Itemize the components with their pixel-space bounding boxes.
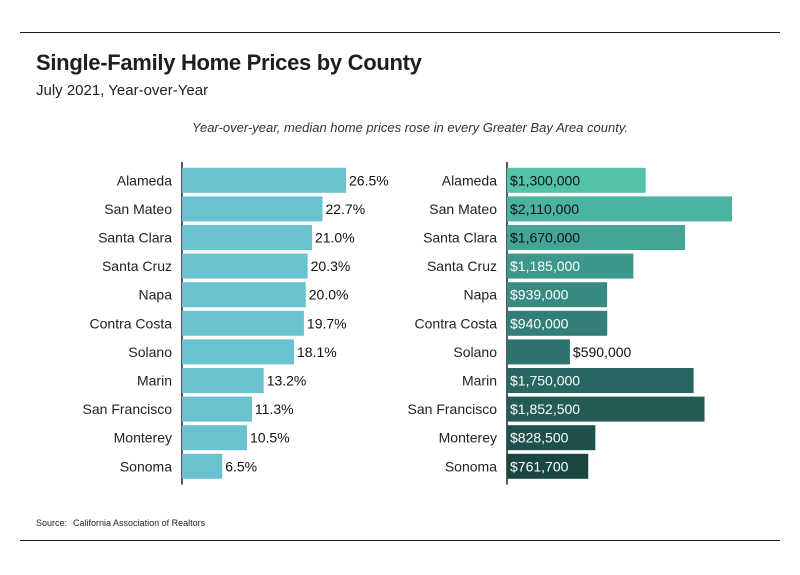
- change-bar: [182, 253, 308, 279]
- top-rule: [20, 32, 780, 33]
- price-value-label: $939,000: [510, 287, 569, 303]
- change-value-label: 20.3%: [311, 258, 351, 274]
- change-value-label: 19.7%: [307, 315, 347, 331]
- change-bar: [182, 453, 223, 479]
- change-bar: [182, 339, 295, 365]
- change-category-label: San Mateo: [104, 201, 172, 217]
- price-category-label: Sonoma: [445, 458, 497, 474]
- change-value-label: 26.5%: [349, 172, 389, 188]
- price-value-label: $1,852,500: [510, 401, 580, 417]
- price-category-label: Santa Clara: [423, 230, 497, 246]
- change-category-label: Monterey: [114, 430, 172, 446]
- price-bar: [507, 310, 608, 336]
- price-category-label: Contra Costa: [415, 315, 498, 331]
- change-category-label: Santa Clara: [98, 230, 172, 246]
- source-note: Source: California Association of Realtor…: [36, 518, 205, 528]
- price-bar: [507, 339, 570, 365]
- price-bar: [507, 196, 732, 222]
- price-category-label: San Mateo: [429, 201, 497, 217]
- change-value-label: 20.0%: [309, 287, 349, 303]
- change-bar: [182, 167, 346, 193]
- price-bar: [507, 225, 686, 250]
- change-value-label: 18.1%: [297, 344, 337, 360]
- price-bar: [507, 282, 608, 308]
- price-value-label: $761,700: [510, 458, 569, 474]
- chart-subtitle: July 2021, Year-over-Year: [36, 82, 209, 99]
- change-value-label: 21.0%: [315, 230, 355, 246]
- change-bar: [182, 196, 323, 222]
- price-bar: [507, 453, 589, 479]
- change-bar: [182, 310, 304, 336]
- price-category-label: Alameda: [442, 172, 497, 188]
- source-label: Source:: [36, 518, 68, 528]
- price-bar: [507, 425, 596, 451]
- change-category-label: Solano: [128, 344, 172, 360]
- change-category-label: Napa: [139, 287, 173, 303]
- price-bar: [507, 396, 705, 422]
- price-value-label: $828,500: [510, 430, 569, 446]
- price-category-label: San Francisco: [408, 401, 498, 417]
- price-bar: [507, 253, 634, 279]
- change-value-label: 6.5%: [225, 458, 257, 474]
- change-category-label: Alameda: [117, 172, 172, 188]
- price-category-label: Santa Cruz: [427, 258, 497, 274]
- change-value-label: 10.5%: [250, 430, 290, 446]
- change-bar: [182, 396, 252, 422]
- change-bar: [182, 368, 264, 393]
- bottom-rule: [20, 540, 780, 541]
- change-value-label: 11.3%: [255, 401, 294, 417]
- change-category-label: Marin: [137, 373, 172, 389]
- change-bar: [182, 225, 312, 250]
- change-bar: [182, 425, 247, 451]
- price-value-label: $1,670,000: [510, 230, 580, 246]
- price-category-label: Solano: [453, 344, 497, 360]
- price-value-label: $1,750,000: [510, 373, 580, 389]
- change-value-label: 13.2%: [267, 373, 307, 389]
- chart-title: Single-Family Home Prices by County: [36, 50, 422, 75]
- change-category-label: Santa Cruz: [102, 258, 172, 274]
- change-category-label: San Francisco: [83, 401, 173, 417]
- change-bar: [182, 282, 306, 308]
- price-value-label: $2,110,000: [510, 201, 579, 217]
- change-category-label: Sonoma: [120, 458, 172, 474]
- price-value-label: $590,000: [573, 344, 632, 360]
- price-value-label: $1,300,000: [510, 172, 580, 188]
- price-category-label: Monterey: [439, 430, 497, 446]
- source-text: California Association of Realtors: [73, 518, 206, 528]
- chart-annotation: Year-over-year, median home prices rose …: [192, 120, 628, 135]
- price-bar: [507, 368, 694, 393]
- price-value-label: $1,185,000: [510, 258, 580, 274]
- price-value-label: $940,000: [510, 315, 569, 331]
- price-category-label: Marin: [462, 373, 497, 389]
- price-bar: [507, 167, 646, 193]
- price-category-label: Napa: [464, 287, 498, 303]
- change-category-label: Contra Costa: [90, 315, 173, 331]
- change-value-label: 22.7%: [325, 201, 365, 217]
